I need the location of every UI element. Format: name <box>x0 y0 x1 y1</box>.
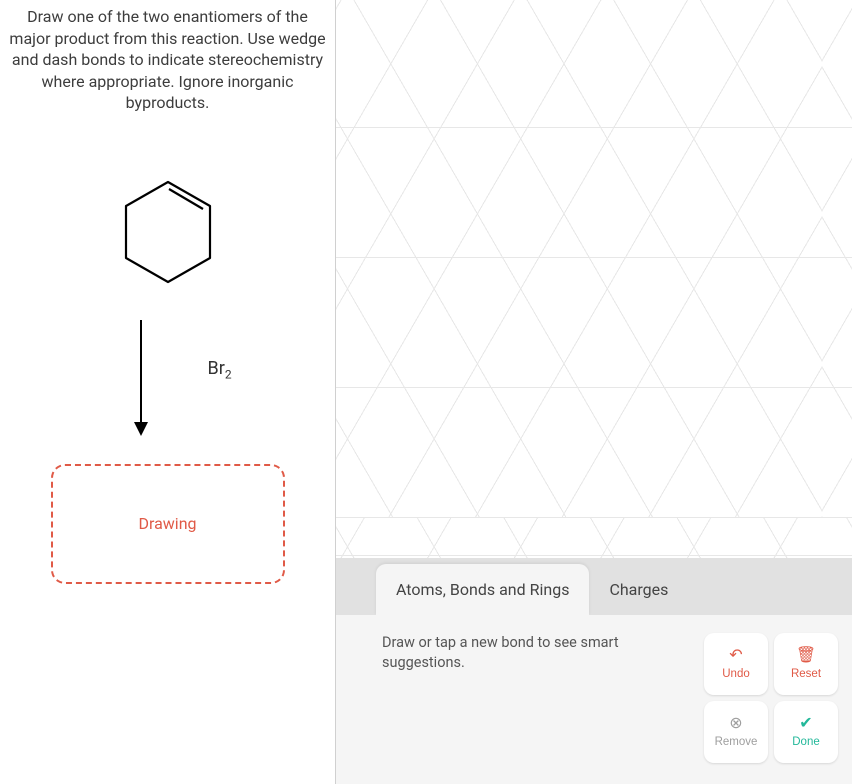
toolbar: Atoms, Bonds and Rings Charges Draw or t… <box>336 558 852 784</box>
tab-atoms-bonds-rings[interactable]: Atoms, Bonds and Rings <box>376 564 589 615</box>
trash-icon: 🗑 <box>796 648 816 664</box>
drawing-box-label: Drawing <box>138 514 196 533</box>
prompt-text: Draw one of the two enantiomers of the m… <box>4 6 331 114</box>
tab-label: Atoms, Bonds and Rings <box>396 580 569 599</box>
remove-label: Remove <box>715 736 758 748</box>
reagent-sub: 2 <box>225 368 232 382</box>
undo-label: Undo <box>722 668 750 680</box>
reagent-text: Br <box>208 358 225 379</box>
drawing-target-box[interactable]: Drawing <box>51 464 285 584</box>
toolbar-body: Draw or tap a new bond to see smart sugg… <box>336 615 852 784</box>
drawing-canvas[interactable] <box>336 0 852 558</box>
tab-bar: Atoms, Bonds and Rings Charges <box>336 558 852 615</box>
done-button[interactable]: ✔ Done <box>774 701 838 763</box>
check-icon: ✔ <box>799 716 812 732</box>
hint-text: Draw or tap a new bond to see smart sugg… <box>382 633 692 784</box>
reagent-label: Br2 <box>208 358 232 382</box>
undo-button[interactable]: ↶ Undo <box>704 633 768 695</box>
remove-button[interactable]: ⊗ Remove <box>704 701 768 763</box>
action-buttons: ↶ Undo 🗑 Reset ⊗ Remove ✔ Done <box>704 633 838 784</box>
tab-charges[interactable]: Charges <box>589 564 688 615</box>
reset-label: Reset <box>791 668 821 680</box>
tab-label: Charges <box>609 580 668 599</box>
done-label: Done <box>792 736 820 748</box>
editor-panel: Atoms, Bonds and Rings Charges Draw or t… <box>336 0 852 784</box>
undo-icon: ↶ <box>729 648 742 664</box>
reaction-arrow-block: Br2 <box>68 318 268 438</box>
question-panel: Draw one of the two enantiomers of the m… <box>0 0 336 784</box>
remove-icon: ⊗ <box>729 716 742 732</box>
reset-button[interactable]: 🗑 Reset <box>774 633 838 695</box>
reaction-arrow <box>131 318 151 438</box>
starting-material-cyclohexene <box>118 176 218 286</box>
